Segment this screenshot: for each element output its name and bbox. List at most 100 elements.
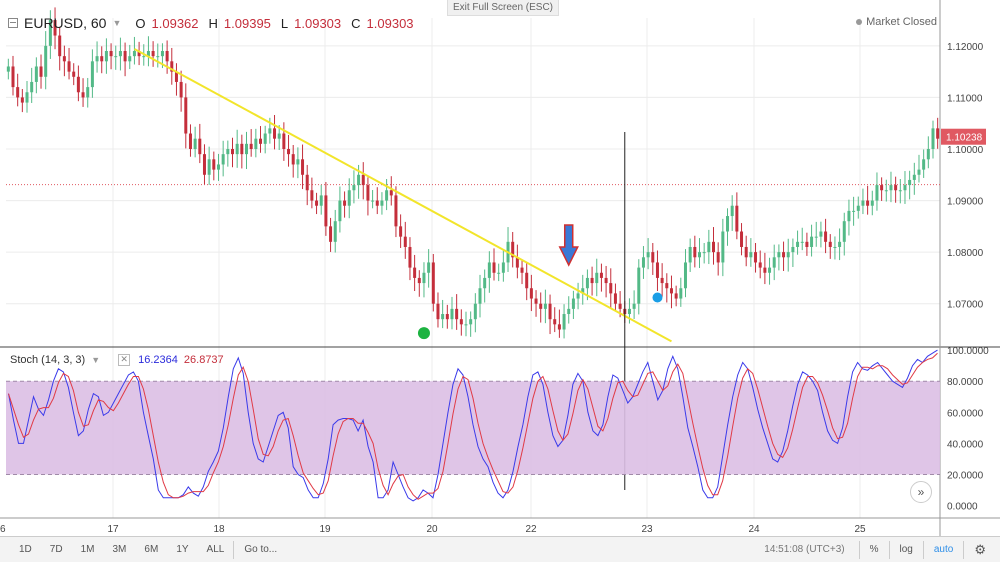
scroll-to-realtime-button[interactable]: » [910,481,932,503]
last-price-badge [941,128,986,145]
candle-body [669,288,673,294]
candle-body [898,190,902,192]
range-1y-button[interactable]: 1Y [176,543,189,555]
time-tick-label: 24 [748,524,760,535]
candle-body [726,216,730,232]
candle-body [72,71,76,77]
candle-body [838,241,842,247]
candle-body [777,252,781,258]
candle-body [20,97,24,103]
candle-body [693,246,697,258]
candle-body [861,200,865,206]
candle-body [534,298,538,304]
candle-body [90,61,94,88]
candle-body [128,56,132,62]
stoch-chevron-down-icon[interactable]: ▼ [91,355,101,365]
candle-body [651,252,655,263]
candle-body [548,303,552,320]
candle-body [856,205,860,211]
candle-body [441,314,445,320]
trendline[interactable] [133,48,672,343]
candle-body [455,308,459,320]
candle-body [44,45,48,77]
gear-icon[interactable]: ⚙ [963,540,986,559]
candle-body [824,231,828,242]
last-price-label: 1.10238 [946,133,983,144]
candle-body [912,174,916,180]
stoch-tick-label: 20.0000 [947,470,984,481]
candle-body [679,288,683,299]
candle-body [852,210,856,212]
candle-body [599,272,603,278]
open-value: 1.09362 [151,15,199,31]
candle-body [100,56,104,62]
candle-body [782,252,786,258]
range-3m-button[interactable]: 3M [112,543,127,555]
candle-body [347,190,351,206]
candle-body [221,154,225,165]
clock-readout: 14:51:08 (UTC+3) [764,544,845,555]
candle-body [408,246,412,268]
candle-body [660,277,664,284]
auto-scale-button[interactable]: auto [922,540,963,559]
candle-body [343,200,347,206]
close-value: 1.09303 [366,15,414,31]
candle-body [721,231,725,263]
candle-body [352,185,356,191]
goto-button[interactable]: Go to... [233,540,287,559]
candle-body [492,262,496,273]
candle-body [142,56,146,58]
candle-body [632,303,636,309]
candle-body [618,303,622,309]
candle-body [712,241,716,253]
range-1d-button[interactable]: 1D [19,543,32,555]
chevron-down-icon[interactable]: ▼ [112,18,122,28]
candle-body [413,267,417,278]
candle-body [6,66,10,72]
candle-body [198,138,202,155]
candle-body [118,51,122,57]
candle-body [786,252,790,258]
candle-body [936,128,940,139]
candle-body [104,51,108,62]
candle-body [791,246,795,253]
candle-body [39,66,43,77]
candle-body [501,262,505,273]
candle-body [627,308,631,315]
candle-body [543,303,547,309]
collapse-icon[interactable] [8,18,18,28]
stoch-name[interactable]: Stoch (14, 3, 3) [10,354,86,366]
candle-body [389,190,393,196]
candle-body [34,66,38,82]
candle-body [735,205,739,232]
candle-body [828,241,832,247]
candle-body [908,179,912,186]
candle-body [772,257,776,268]
candle-body [562,314,566,330]
low-label: L [280,15,289,31]
market-status: Market Closed [856,16,937,28]
time-tick-label: 18 [213,524,225,535]
time-tick-label: 19 [319,524,331,535]
candle-body [156,56,160,58]
candle-body [263,133,267,144]
candle-body [95,56,99,62]
log-scale-button[interactable]: log [888,540,923,559]
candle-body [553,319,557,325]
candle-body [674,293,678,299]
range-1m-button[interactable]: 1M [80,543,95,555]
percent-scale-button[interactable]: % [858,540,889,559]
candle-body [613,293,617,304]
candle-body [67,61,71,72]
close-icon[interactable]: ✕ [118,354,131,366]
market-status-text: Market Closed [866,16,937,28]
range-7d-button[interactable]: 7D [49,543,63,555]
range-6m-button[interactable]: 6M [144,543,159,555]
exit-fullscreen-button[interactable]: Exit Full Screen (ESC) [447,0,559,16]
candle-body [576,293,580,299]
symbol-name[interactable]: EURUSD, 60 [24,15,107,31]
candle-body [557,324,561,330]
range-all-button[interactable]: ALL [206,543,225,555]
